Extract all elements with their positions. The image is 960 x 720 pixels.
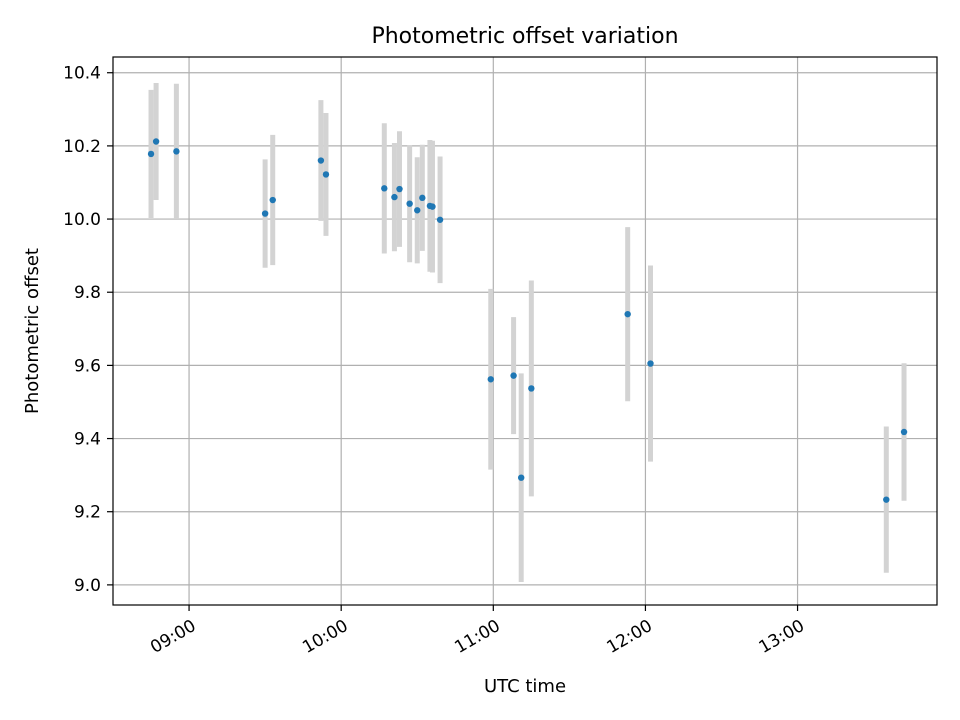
y-axis-label: Photometric offset <box>22 248 43 414</box>
data-point <box>517 474 525 481</box>
plot-frame <box>112 56 938 606</box>
x-tick-label: 13:00 <box>756 616 808 658</box>
data-point <box>436 216 444 223</box>
data-point <box>419 194 426 202</box>
data-point <box>152 138 160 145</box>
data-point <box>429 203 436 210</box>
x-tick-label: 09:00 <box>147 616 199 658</box>
data-point <box>261 210 269 217</box>
data-point <box>510 372 517 379</box>
data-point <box>173 148 180 155</box>
error-bars <box>148 82 907 582</box>
x-axis: 09:00 10:00 11:00 12:00 13:00 <box>147 605 808 658</box>
data-point <box>391 193 398 201</box>
data-point <box>647 360 654 367</box>
data-point <box>528 385 535 392</box>
y-tick-label: 10.4 <box>63 64 101 84</box>
data-point <box>883 496 890 503</box>
data-point <box>396 185 403 193</box>
x-tick-label: 10:00 <box>299 616 351 658</box>
data-point <box>406 200 413 207</box>
data-point <box>414 207 421 214</box>
data-point <box>322 171 330 178</box>
data-point <box>269 196 276 204</box>
y-tick-label: 10.2 <box>63 137 101 157</box>
grid <box>113 57 937 605</box>
y-tick-label: 10.0 <box>63 210 101 230</box>
data-point <box>487 376 494 383</box>
y-tick-label: 9.6 <box>74 356 101 376</box>
data-point <box>381 185 388 192</box>
data-point <box>624 310 631 318</box>
y-tick-label: 9.8 <box>74 283 101 303</box>
data-points <box>147 138 908 503</box>
y-tick-label: 9.2 <box>74 503 101 523</box>
data-point <box>317 157 325 164</box>
y-tick-label: 9.4 <box>74 430 101 450</box>
chart-title: Photometric offset variation <box>371 24 678 49</box>
x-axis-label: UTC time <box>484 676 566 697</box>
data-point <box>147 150 155 158</box>
y-tick-label: 9.0 <box>74 576 101 596</box>
data-point <box>900 428 908 436</box>
x-tick-label: 12:00 <box>603 616 655 658</box>
x-tick-label: 11:00 <box>451 616 503 658</box>
y-axis: 9.0 9.2 9.4 9.6 9.8 10.0 10.2 10.4 <box>63 64 113 596</box>
